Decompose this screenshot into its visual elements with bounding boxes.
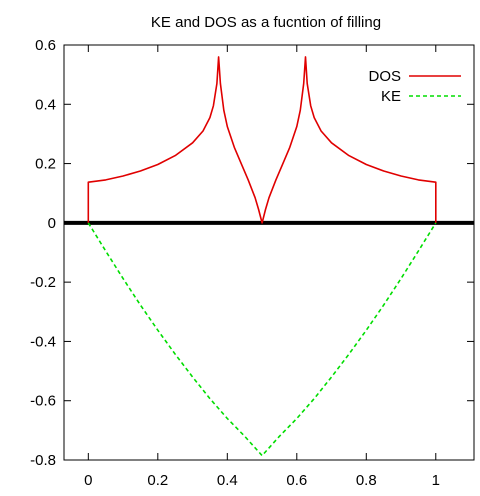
x-tick-label: 0.2 [147,472,168,489]
y-ticks: 0.6 0.4 0.2 0 -0.2 -0.4 -0.6 -0.8 [30,37,474,469]
plot-area: 0 0.2 0.4 0.6 0.8 1 0.6 0.4 0.2 0 -0.2 -0.4 -0.6 -0.… [30,37,475,489]
x-tick-label: 1 [432,472,440,489]
legend-label-dos: DOS [368,68,401,85]
series-line-ke [87,222,437,457]
y-tick-label: -0.8 [30,452,56,469]
plot-frame [63,44,475,461]
chart-title: KE and DOS as a fucntion of filling [151,14,381,31]
y-tick-label: 0.6 [35,37,56,54]
legend-label-ke: KE [381,88,401,105]
x-ticks: 0 0.2 0.4 0.6 0.8 1 [84,45,440,489]
y-tick-label: 0 [48,215,56,232]
y-tick-label: 0.4 [35,96,56,113]
y-tick-label: -0.2 [30,274,56,291]
series-layer [87,56,437,457]
legend: DOS KE [368,68,461,105]
y-tick-label: -0.4 [30,333,56,350]
x-tick-label: 0.8 [356,472,377,489]
x-tick-label: 0.4 [217,472,238,489]
series-line-dos [87,56,437,224]
y-tick-label: -0.6 [30,393,56,410]
x-tick-label: 0 [84,472,92,489]
y-tick-label: 0.2 [35,156,56,173]
x-tick-label: 0.6 [286,472,307,489]
